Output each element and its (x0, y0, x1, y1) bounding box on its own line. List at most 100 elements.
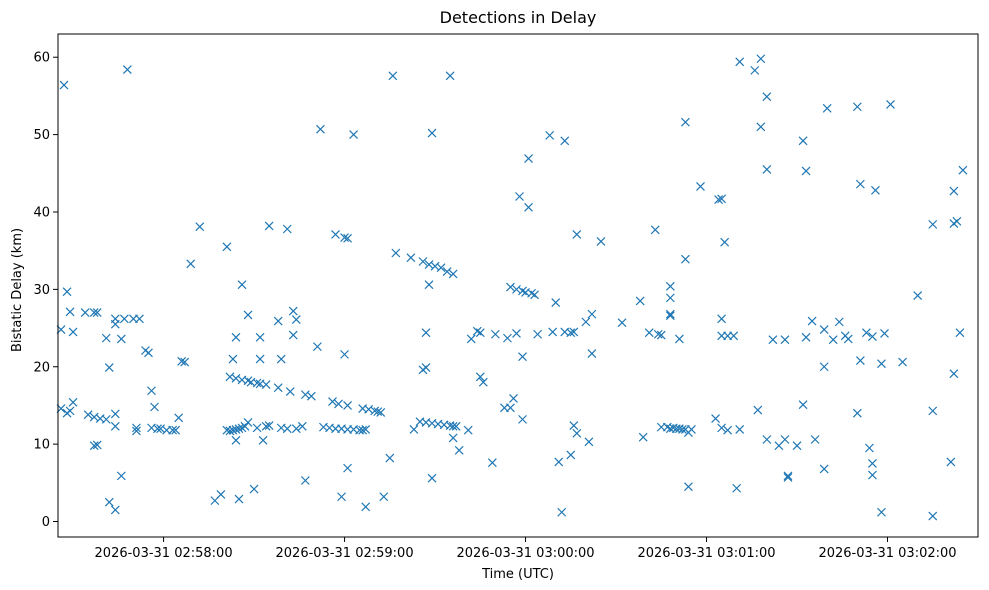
data-point (340, 233, 349, 242)
data-point (946, 457, 956, 467)
data-point (530, 290, 540, 300)
data-point (391, 248, 401, 258)
data-point (80, 308, 90, 318)
chart-title: Detections in Delay (440, 8, 597, 27)
data-point (282, 224, 292, 234)
data-point (331, 230, 340, 239)
data-point (855, 179, 865, 189)
data-point (852, 102, 862, 112)
x-tick-label: 2026-03-31 03:00:00 (457, 546, 595, 561)
data-point (949, 369, 959, 379)
data-point (843, 334, 853, 344)
y-tick-label: 50 (33, 128, 50, 143)
data-point (240, 421, 250, 431)
data-point (928, 219, 938, 229)
data-point (252, 423, 262, 433)
data-point (195, 222, 205, 232)
data-point (650, 225, 660, 235)
plot-area-frame (57, 33, 979, 538)
data-point (518, 414, 527, 424)
data-point (68, 327, 78, 337)
data-point (551, 298, 561, 307)
data-point (729, 331, 739, 341)
data-point (548, 327, 558, 337)
data-point (186, 259, 196, 269)
data-point (300, 476, 310, 485)
data-point (512, 284, 521, 294)
data-point (234, 494, 244, 504)
data-point (810, 435, 820, 444)
x-axis-label: Time (UTC) (481, 567, 554, 582)
data-point (877, 507, 886, 517)
data-point (135, 314, 144, 324)
data-point (116, 334, 126, 344)
data-point (231, 435, 241, 445)
data-point (421, 363, 431, 372)
data-point (255, 354, 265, 364)
data-point (753, 405, 763, 415)
y-axis-ticks: 0 10 20 30 40 50 60 (33, 51, 58, 530)
y-tick-label: 0 (42, 515, 50, 530)
data-point (343, 233, 352, 243)
data-point (653, 329, 663, 339)
data-point (243, 418, 253, 427)
data-point (171, 425, 181, 435)
data-point (101, 414, 111, 424)
y-tick-label: 30 (33, 283, 50, 298)
data-point (717, 314, 727, 324)
data-point (928, 511, 938, 521)
data-point (421, 328, 431, 338)
data-point (735, 425, 745, 434)
data-point (566, 328, 576, 338)
data-point (783, 472, 793, 482)
data-point (515, 192, 524, 201)
data-point (361, 425, 371, 434)
data-point (92, 308, 102, 318)
data-point (665, 309, 675, 319)
data-point (385, 453, 395, 463)
data-point (174, 413, 184, 423)
data-point (104, 497, 114, 507)
data-point (490, 329, 500, 339)
data-point (436, 263, 446, 273)
data-point (291, 315, 301, 324)
data-point (379, 492, 389, 502)
data-point (177, 356, 187, 366)
data-point (297, 421, 307, 431)
data-point (273, 316, 283, 326)
data-point (861, 328, 871, 338)
data-point (828, 335, 838, 345)
x-tick-label: 2026-03-31 03:01:00 (637, 546, 775, 561)
data-point (717, 423, 727, 433)
y-tick-label: 20 (33, 360, 50, 375)
data-point (89, 441, 99, 451)
data-point (762, 435, 772, 444)
data-point (168, 425, 178, 435)
data-point (285, 387, 295, 396)
data-point (509, 394, 518, 403)
data-point (343, 463, 352, 473)
data-point (656, 330, 666, 340)
data-point (451, 421, 461, 431)
data-point (819, 464, 829, 474)
data-point (780, 435, 790, 444)
data-point (506, 403, 515, 413)
data-point (524, 154, 533, 164)
data-point (328, 397, 337, 407)
data-point (644, 328, 654, 338)
data-point (418, 257, 428, 266)
data-point (868, 459, 877, 468)
data-point (364, 404, 374, 414)
data-point (252, 378, 262, 388)
data-point (792, 441, 802, 451)
data-point (572, 230, 582, 239)
data-point (566, 450, 576, 460)
data-point (680, 117, 690, 127)
y-axis-label: Bistatic Delay (km) (10, 228, 25, 352)
data-point (684, 482, 693, 492)
data-point (445, 71, 455, 81)
data-point (282, 424, 292, 434)
data-point (801, 332, 811, 342)
data-point (780, 335, 790, 345)
